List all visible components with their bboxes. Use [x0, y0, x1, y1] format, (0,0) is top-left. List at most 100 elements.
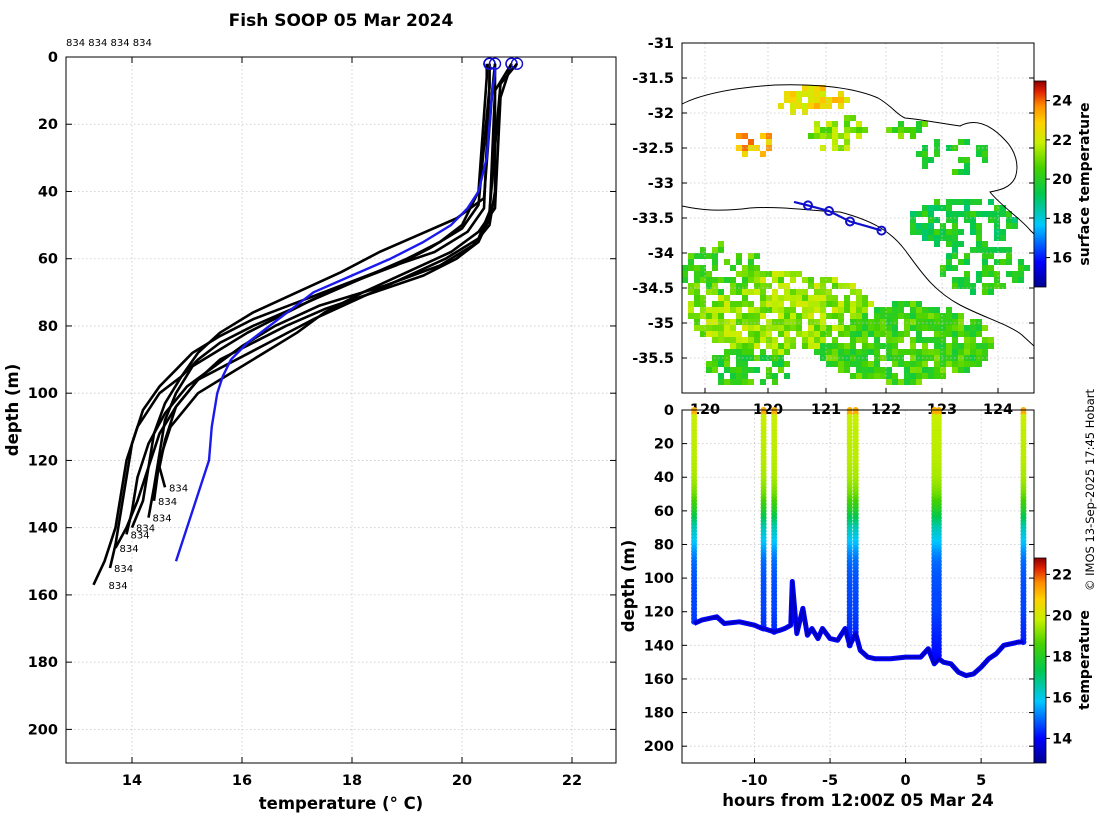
map-sst-cell — [724, 379, 730, 385]
map-sst-cell — [880, 331, 886, 337]
map-sst-cell — [934, 139, 940, 145]
time-depth-y-tick-label: 120 — [644, 605, 674, 621]
map-sst-cell — [694, 277, 700, 283]
map-sst-cell — [796, 289, 802, 295]
map-sst-cell — [760, 295, 766, 301]
map-sst-cell — [958, 343, 964, 349]
map-sst-cell — [850, 127, 856, 133]
map-sst-cell — [706, 277, 712, 283]
profile-start-marker — [510, 57, 524, 70]
map-sst-cell — [718, 319, 724, 325]
map-sst-cell — [784, 295, 790, 301]
map-sst-cell — [994, 235, 1000, 241]
map-sst-cell — [850, 313, 856, 319]
map-sst-cell — [856, 127, 862, 133]
map-sst-cell — [934, 307, 940, 313]
map-colorbar-gradient — [1033, 80, 1047, 288]
profile-end-label: 834 — [114, 564, 133, 575]
map-sst-cell — [838, 133, 844, 139]
map-sst-cell — [808, 325, 814, 331]
map-sst-cell — [754, 325, 760, 331]
map-sst-cell — [946, 361, 952, 367]
map-sst-cell — [982, 145, 988, 151]
profile-end-label: 834 — [136, 524, 155, 535]
map-sst-cell — [886, 367, 892, 373]
map-sst-cell — [706, 325, 712, 331]
map-sst-cell — [748, 319, 754, 325]
map-sst-cell — [814, 295, 820, 301]
map-sst-cell — [754, 337, 760, 343]
map-colorbar-ticks: 16 18 20 22 24 — [1046, 94, 1072, 267]
map-sst-cell — [844, 325, 850, 331]
map-sst-cell — [826, 121, 832, 127]
profile-lines — [92, 57, 524, 586]
map-sst-cell — [754, 319, 760, 325]
map-colorbar-tick-label: 18 — [1052, 211, 1072, 227]
map-sst-cell — [748, 367, 754, 373]
map-sst-cell — [946, 265, 952, 271]
map-y-tick-label: -34 — [648, 246, 674, 262]
map-sst-cell — [946, 199, 952, 205]
map-sst-cell — [742, 313, 748, 319]
map-sst-cell — [952, 199, 958, 205]
map-sst-cell — [952, 283, 958, 289]
map-sst-cell — [796, 313, 802, 319]
map-sst-cell — [754, 265, 760, 271]
map-sst-cell — [988, 343, 994, 349]
map-sst-cell — [766, 283, 772, 289]
map-sst-cell — [814, 289, 820, 295]
map-sst-cell — [928, 205, 934, 211]
map-sst-cell — [982, 337, 988, 343]
map-sst-cell — [808, 331, 814, 337]
map-sst-cell — [994, 277, 1000, 283]
map-sst-cell — [742, 145, 748, 151]
map-sst-cell — [826, 295, 832, 301]
map-sst-cell — [886, 319, 892, 325]
map-sst-cell — [964, 343, 970, 349]
map-sst-cell — [898, 307, 904, 313]
map-sst-cell — [778, 343, 784, 349]
map-sst-cell — [724, 331, 730, 337]
map-sst-cell — [838, 301, 844, 307]
map-sst-cell — [922, 337, 928, 343]
map-sst-cell — [886, 373, 892, 379]
map-sst-cell — [892, 379, 898, 385]
map-sst-cell — [946, 355, 952, 361]
map-sst-cell — [748, 265, 754, 271]
map-sst-cell — [790, 301, 796, 307]
map-sst-cell — [970, 217, 976, 223]
map-colorbar-tick-label: 16 — [1052, 251, 1072, 267]
map-sst-cell — [1018, 271, 1024, 277]
map-sst-cell — [712, 247, 718, 253]
profile-line — [158, 62, 519, 488]
map-sst-cell — [874, 355, 880, 361]
map-sst-cell — [928, 217, 934, 223]
map-sst-cell — [958, 355, 964, 361]
map-sst-cell — [982, 253, 988, 259]
map-sst-cell — [784, 271, 790, 277]
map-coastline — [682, 84, 1034, 235]
map-sst-cell — [790, 97, 796, 103]
map-sst-cell — [790, 325, 796, 331]
map-sst-cell — [988, 337, 994, 343]
map-sst-cell — [952, 229, 958, 235]
map-sst-cell — [958, 277, 964, 283]
time-depth-colorbar-gradient — [1033, 557, 1047, 764]
map-sst-cell — [910, 319, 916, 325]
map-sst-cell — [826, 325, 832, 331]
map-sst-cell — [742, 325, 748, 331]
map-sst-cell — [760, 151, 766, 157]
map-sst-cell — [712, 253, 718, 259]
map-sst-cell — [1012, 217, 1018, 223]
profile-x-axis-label: temperature (° C) — [259, 794, 423, 813]
map-sst-cell — [832, 121, 838, 127]
map-sst-cell — [796, 301, 802, 307]
map-sst-cell — [964, 325, 970, 331]
map-sst-cell — [946, 217, 952, 223]
map-sst-cell — [808, 313, 814, 319]
map-sst-cell — [892, 349, 898, 355]
map-sst-cell — [856, 133, 862, 139]
time-depth-y-tick-label: 0 — [664, 403, 674, 419]
map-sst-cell — [1012, 271, 1018, 277]
map-sst-cell — [742, 373, 748, 379]
